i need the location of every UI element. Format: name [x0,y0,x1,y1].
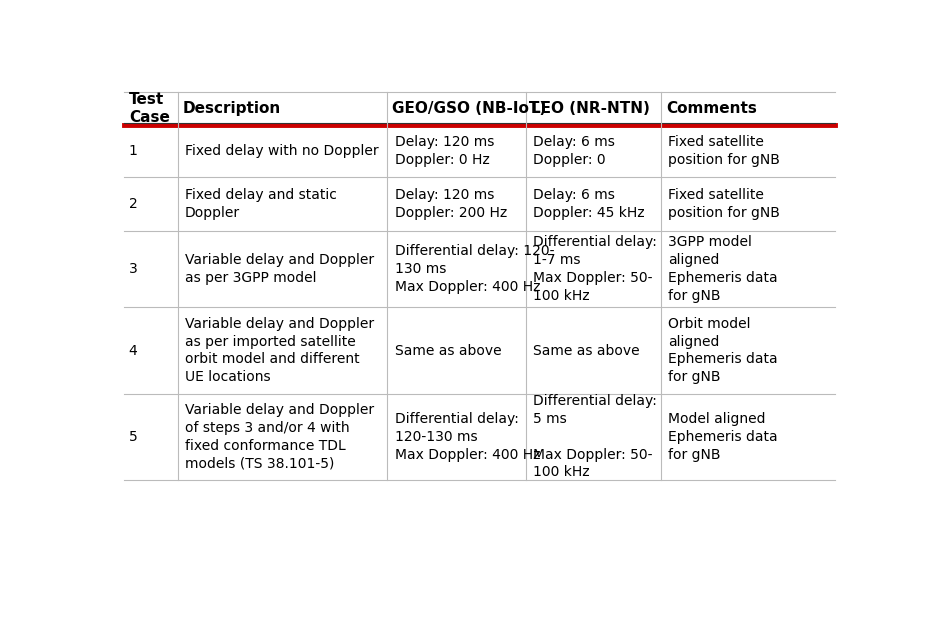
Text: Variable delay and Doppler
of steps 3 and/or 4 with
fixed conformance TDL
models: Variable delay and Doppler of steps 3 an… [184,403,374,470]
Text: LEO (NR-NTN): LEO (NR-NTN) [531,101,650,116]
Text: 5: 5 [128,430,138,444]
Text: Fixed satellite
position for gNB: Fixed satellite position for gNB [668,188,780,220]
Text: Same as above: Same as above [534,344,640,358]
Text: Fixed satellite
position for gNB: Fixed satellite position for gNB [668,135,780,167]
Text: GEO/GSO (NB-IoT): GEO/GSO (NB-IoT) [392,101,547,116]
Text: Delay: 120 ms
Doppler: 0 Hz: Delay: 120 ms Doppler: 0 Hz [395,135,494,167]
Text: Orbit model
aligned
Ephemeris data
for gNB: Orbit model aligned Ephemeris data for g… [668,317,778,385]
Text: Model aligned
Ephemeris data
for gNB: Model aligned Ephemeris data for gNB [668,412,778,461]
Text: Variable delay and Doppler
as per 3GPP model: Variable delay and Doppler as per 3GPP m… [184,253,374,285]
Text: 3GPP model
aligned
Ephemeris data
for gNB: 3GPP model aligned Ephemeris data for gN… [668,236,778,303]
Text: 1: 1 [128,144,138,158]
Text: Delay: 6 ms
Doppler: 0: Delay: 6 ms Doppler: 0 [534,135,615,167]
Text: Differential delay:
5 ms

Max Doppler: 50-
100 kHz: Differential delay: 5 ms Max Doppler: 50… [534,394,657,479]
Text: Differential delay:
120-130 ms
Max Doppler: 400 Hz: Differential delay: 120-130 ms Max Doppl… [395,412,540,461]
Text: 3: 3 [128,262,138,276]
Text: Fixed delay and static
Doppler: Fixed delay and static Doppler [184,188,337,220]
Text: Test
Case: Test Case [129,92,170,125]
Text: Delay: 6 ms
Doppler: 45 kHz: Delay: 6 ms Doppler: 45 kHz [534,188,645,220]
Text: 4: 4 [128,344,138,358]
Text: Variable delay and Doppler
as per imported satellite
orbit model and different
U: Variable delay and Doppler as per import… [184,317,374,385]
Text: Fixed delay with no Doppler: Fixed delay with no Doppler [184,144,378,158]
Text: Delay: 120 ms
Doppler: 200 Hz: Delay: 120 ms Doppler: 200 Hz [395,188,506,220]
Text: Differential delay:
1-7 ms
Max Doppler: 50-
100 kHz: Differential delay: 1-7 ms Max Doppler: … [534,236,657,303]
Text: Same as above: Same as above [395,344,501,358]
Text: Description: Description [183,101,281,116]
Text: 2: 2 [128,197,138,211]
Text: Comments: Comments [666,101,757,116]
Text: Differential delay: 120-
130 ms
Max Doppler: 400 Hz: Differential delay: 120- 130 ms Max Dopp… [395,244,554,294]
